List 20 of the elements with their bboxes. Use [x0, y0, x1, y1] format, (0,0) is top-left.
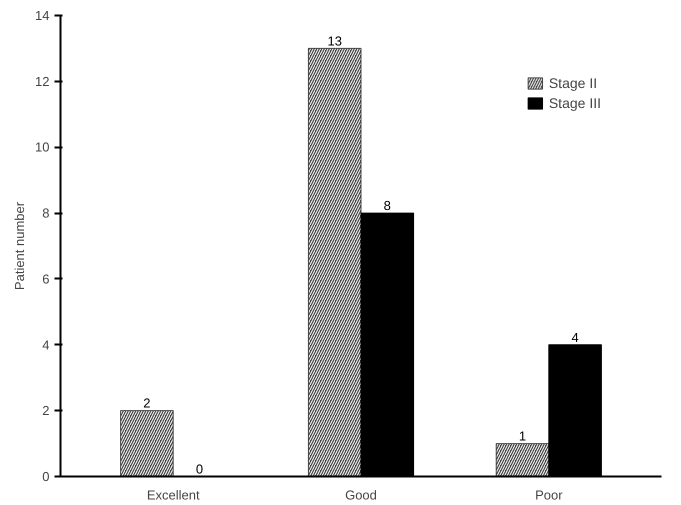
data-label: 2 — [143, 396, 151, 411]
legend-label: Stage II — [548, 75, 598, 91]
legend-label: Stage III — [548, 95, 601, 111]
y-tick-label: 12 — [35, 74, 50, 89]
y-tick-label: 6 — [42, 271, 50, 286]
data-label: 8 — [384, 198, 391, 214]
y-axis-title: Patient number — [12, 201, 28, 290]
y-tick-label: 14 — [35, 8, 50, 23]
y-tick-label: 2 — [42, 403, 50, 418]
data-label: 0 — [196, 462, 204, 476]
data-label: 1 — [518, 428, 526, 444]
x-tick-label: Excellent — [146, 488, 200, 502]
data-label: 13 — [327, 33, 342, 48]
x-tick-label: Poor — [535, 488, 564, 502]
y-tick-label: 4 — [42, 337, 50, 352]
x-tick-label: Good — [345, 488, 377, 502]
y-tick-label: 8 — [42, 206, 50, 221]
data-label: 4 — [571, 330, 579, 345]
y-tick-label: 10 — [35, 140, 50, 155]
y-tick-label: 0 — [42, 469, 50, 484]
